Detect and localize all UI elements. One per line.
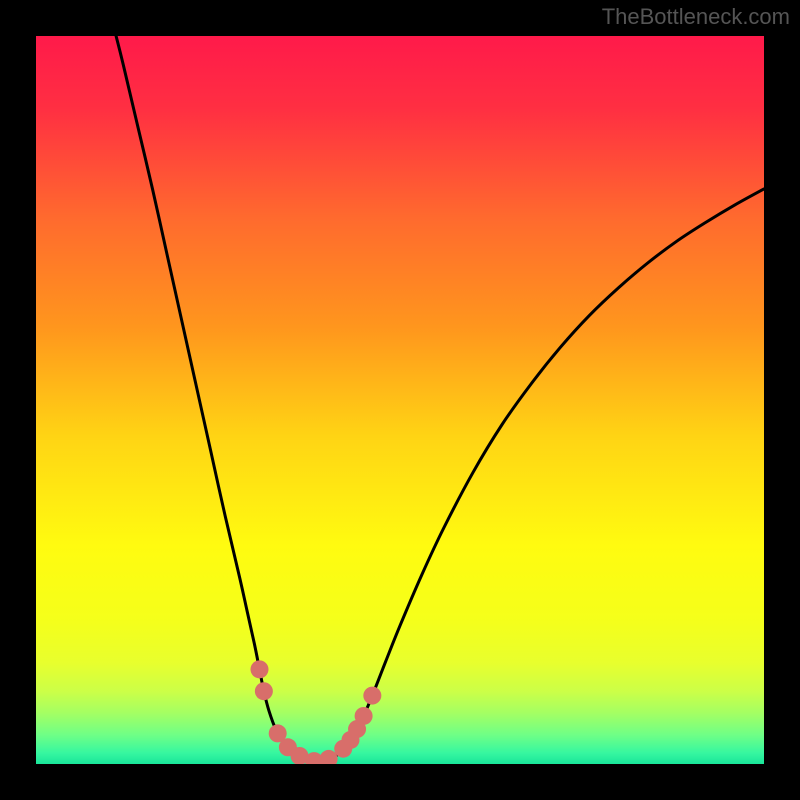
marker-point bbox=[363, 687, 381, 705]
plot-svg bbox=[36, 36, 764, 764]
plot-area bbox=[36, 36, 764, 764]
marker-point bbox=[250, 660, 268, 678]
chart-root: TheBottleneck.com bbox=[0, 0, 800, 800]
gradient-background bbox=[36, 36, 764, 764]
watermark-text: TheBottleneck.com bbox=[602, 4, 790, 30]
marker-point bbox=[255, 682, 273, 700]
marker-point bbox=[355, 707, 373, 725]
